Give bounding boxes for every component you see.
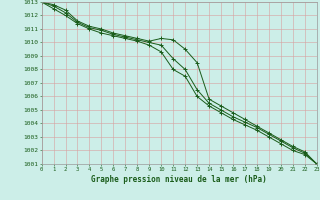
X-axis label: Graphe pression niveau de la mer (hPa): Graphe pression niveau de la mer (hPa) bbox=[91, 175, 267, 184]
